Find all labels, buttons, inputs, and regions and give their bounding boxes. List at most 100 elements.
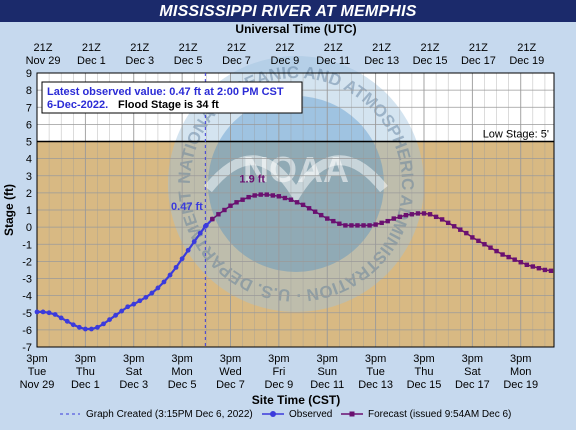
top-tick-label-hour: 21Z xyxy=(82,42,101,54)
y-axis-title: Stage (ft) xyxy=(2,184,16,236)
top-tick-label-date: Dec 7 xyxy=(222,55,251,67)
bottom-tick-label-hour: 3pm xyxy=(317,353,338,365)
top-tick-label-date: Dec 13 xyxy=(364,55,399,67)
forecast-point xyxy=(331,218,336,224)
observed-point xyxy=(161,279,167,285)
observed-point xyxy=(101,321,106,327)
observed-point xyxy=(89,326,94,332)
bottom-tick-label-date: Dec 3 xyxy=(119,379,148,391)
observed-point xyxy=(149,290,155,296)
top-tick-label-date: Dec 9 xyxy=(271,55,300,67)
y-tick-label: 3 xyxy=(26,171,32,183)
forecast-point xyxy=(349,223,354,228)
y-tick-label: 0 xyxy=(26,222,32,234)
top-tick-label-hour: 21Z xyxy=(275,42,294,54)
observed-point xyxy=(82,326,88,332)
top-tick-label-hour: 21Z xyxy=(179,42,198,54)
annotation-label: 1.9 ft xyxy=(239,174,265,186)
observed-point xyxy=(131,301,137,307)
noaa-logo-text: NOAA xyxy=(243,149,349,190)
legend-forecast-label: Forecast (issued 9:54AM Dec 6) xyxy=(368,409,511,420)
observed-point xyxy=(155,285,161,291)
bottom-tick-label-date: Dec 15 xyxy=(407,379,442,391)
forecast-point xyxy=(306,206,312,211)
forecast-point xyxy=(367,223,372,228)
observed-point xyxy=(179,256,185,262)
forecast-point xyxy=(439,217,445,222)
forecast-point xyxy=(445,220,451,226)
observed-point xyxy=(113,312,119,318)
observed-point xyxy=(191,239,197,245)
y-tick-label: 8 xyxy=(26,85,32,97)
y-tick-label: -2 xyxy=(22,256,32,268)
forecast-point xyxy=(325,216,330,221)
observed-point xyxy=(167,272,173,278)
bottom-tick-label-hour: 3pm xyxy=(123,353,144,365)
forecast-point xyxy=(240,197,245,202)
bottom-tick-label-day: Sun xyxy=(317,366,337,378)
forecast-point xyxy=(464,230,469,236)
bottom-tick-label-day: Wed xyxy=(219,366,241,378)
top-tick-label-date: Dec 1 xyxy=(77,55,106,67)
top-tick-label-hour: 21Z xyxy=(227,42,246,54)
forecast-point xyxy=(343,223,348,228)
bottom-tick-label-date: Dec 7 xyxy=(216,379,245,391)
bottom-tick-label-date: Dec 17 xyxy=(455,379,490,391)
noaa-seal-ring xyxy=(168,56,424,312)
x-axis-title: Site Time (CST) xyxy=(252,393,340,407)
info-flood-stage: Flood Stage is 34 ft xyxy=(118,99,219,111)
forecast-point xyxy=(258,192,263,197)
observed-point xyxy=(203,223,209,228)
forecast-point xyxy=(246,194,251,200)
bottom-tick-label-hour: 3pm xyxy=(462,353,483,365)
top-tick-label-hour: 21Z xyxy=(372,42,391,54)
observed-point xyxy=(40,309,46,315)
bottom-tick-label-hour: 3pm xyxy=(365,353,386,365)
forecast-point xyxy=(403,212,409,218)
forecast-point xyxy=(355,223,360,228)
forecast-point xyxy=(373,222,378,227)
y-tick-label: 5 xyxy=(26,137,32,149)
observed-point xyxy=(185,247,191,253)
forecast-point xyxy=(228,203,233,208)
bottom-tick-label-date: Dec 5 xyxy=(168,379,197,391)
info-box xyxy=(41,81,303,114)
forecast-point xyxy=(458,227,463,232)
observed-point xyxy=(46,310,52,316)
bottom-tick-label-date: Dec 11 xyxy=(310,379,344,391)
y-tick-label: -7 xyxy=(22,342,32,354)
bottom-tick-label-day: Thu xyxy=(415,366,434,378)
top-tick-label-date: Dec 17 xyxy=(461,55,496,67)
info-date: 6-Dec-2022. xyxy=(47,99,108,111)
bottom-tick-label-date: Dec 13 xyxy=(358,379,393,391)
observed-point xyxy=(107,317,112,322)
observed-point xyxy=(64,318,70,324)
annotation-label: 0.47 ft xyxy=(171,201,203,213)
forecast-point xyxy=(421,211,427,216)
forecast-point xyxy=(222,207,227,213)
top-tick-label-hour: 21Z xyxy=(130,42,149,54)
info-latest-observed: Latest observed value: 0.47 ft at 2:00 P… xyxy=(47,86,284,98)
forecast-point xyxy=(415,211,421,216)
y-tick-label: 9 xyxy=(26,68,32,80)
title-bar: MISSISSIPPI RIVER AT MEMPHIS xyxy=(0,0,576,22)
forecast-point xyxy=(506,254,511,260)
observed-point xyxy=(58,315,64,321)
observed-point xyxy=(173,264,179,270)
y-tick-label: 2 xyxy=(26,188,32,200)
top-tick-label-hour: 21Z xyxy=(517,42,536,54)
top-tick-label-date: Dec 19 xyxy=(509,55,544,67)
y-tick-label: 1 xyxy=(26,205,32,217)
forecast-point xyxy=(470,235,475,240)
top-tick-label-hour: 21Z xyxy=(469,42,488,54)
forecast-point xyxy=(488,245,493,250)
y-tick-label: -6 xyxy=(22,325,32,337)
forecast-point xyxy=(433,214,439,220)
observed-point xyxy=(125,304,131,310)
legend-created-label: Graph Created (3:15PM Dec 6, 2022) xyxy=(86,409,253,420)
y-tick-label: 7 xyxy=(26,102,32,114)
bottom-tick-label-hour: 3pm xyxy=(413,353,434,365)
top-tick-label-hour: 21Z xyxy=(324,42,343,54)
observed-point xyxy=(143,294,149,300)
bottom-tick-label-day: Sat xyxy=(464,366,481,378)
